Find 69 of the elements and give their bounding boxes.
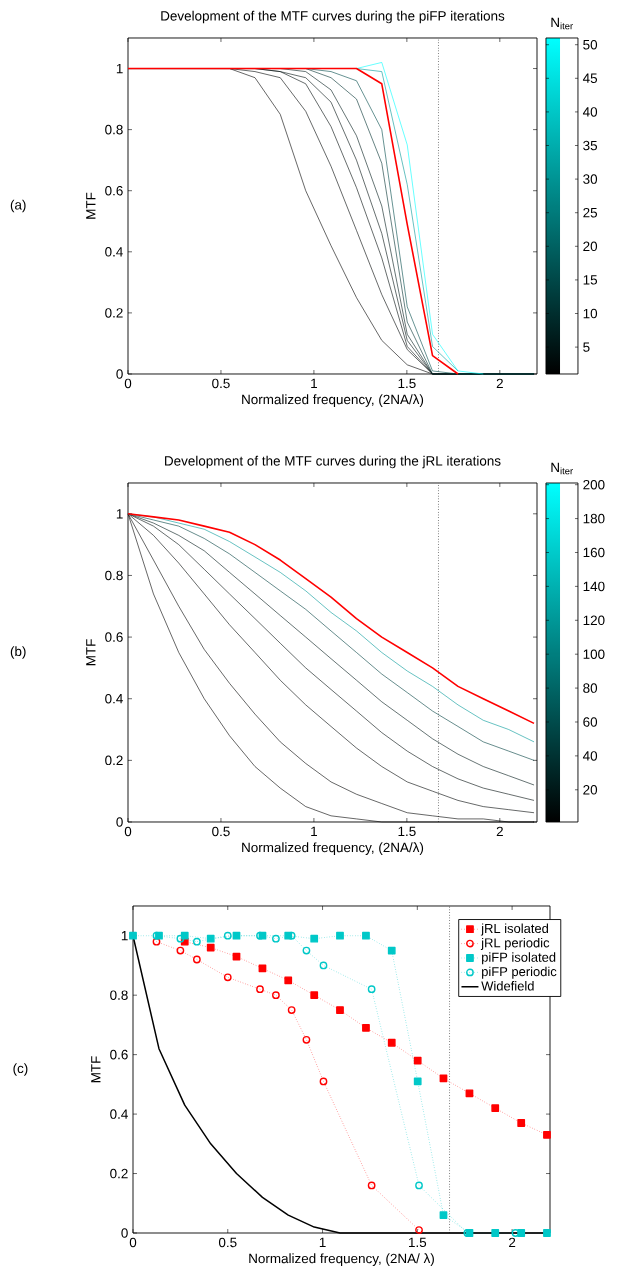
color-bar-label: 5 [583,342,590,352]
y-axis-title: MTF [86,639,96,666]
color-bar-label: 100 [583,649,605,659]
text: (c) [13,1063,28,1076]
color-bar-label: 10 [583,308,598,319]
color-bar-label: 160 [583,547,605,558]
color-bar-label: 200 [583,479,605,490]
x-axis-title: Normalized frequency, (2NA/λ) [242,394,424,407]
x-tick-label: 1.5 [398,826,416,837]
y-axis-title: MTF [91,1056,101,1083]
chart-title: Development of the MTF curves during the jRL iterations [165,455,501,469]
color-bar-label: 120 [583,615,605,626]
x-tick-label: 2 [496,826,503,837]
legend-label: piFP periodic [482,966,557,979]
color-bar-label: 20 [583,241,598,252]
y-tick-label: 0.2 [105,755,123,766]
x-tick-label: 0.5 [212,826,230,837]
color-bar-label: 180 [583,513,605,524]
text: (a) [10,199,26,213]
x-tick-label: 1 [311,826,317,836]
x-tick-label: 1 [311,378,317,388]
y-tick-label: 0 [121,1228,128,1238]
y-tick-label: 1 [116,63,123,74]
y-tick-label: 0.8 [110,990,128,1000]
legend-label: jRL periodic [480,937,550,950]
y-tick-label: 0.8 [105,124,123,135]
color-bar-label: 30 [583,174,598,184]
color-bar-label: 15 [583,275,598,285]
color-bar-label: 80 [583,683,598,693]
chart-title: Development of the MTF curves during the piFP iterations [161,10,505,24]
y-tick-label: 0.6 [110,1049,128,1060]
text: (b) [10,646,26,659]
color-bar-label: 60 [583,717,598,727]
y-tick-label: 1 [121,931,128,941]
y-tick-label: 0 [116,817,123,827]
color-bar-title: N$_{iter}$ [551,462,573,475]
color-bar-label: 45 [582,73,598,83]
y-tick-label: 0.2 [110,1168,128,1179]
legend-label: jRL isolated [480,923,549,936]
color-bar-title: N$_{iter}$ [551,17,573,30]
y-tick-label: 0.8 [105,570,123,581]
y-tick-label: 0.4 [105,693,123,704]
x-tick-label: 2 [509,1237,516,1248]
color-bar-label: 35 [583,140,598,151]
x-tick-label: 1 [319,1237,326,1247]
y-tick-label: 0.6 [105,632,123,642]
y-axis-title: MTF [86,192,96,219]
color-bar-label: 40 [582,107,598,117]
color-bar-label: 40 [582,751,598,761]
x-tick-label: 2 [496,378,503,389]
y-tick-label: 0.2 [105,308,123,318]
y-tick-label: 0.4 [105,247,123,257]
x-tick-label: 0.5 [218,1237,237,1248]
legend-label: Widefield [481,981,534,991]
y-tick-label: 0 [116,369,123,379]
y-tick-label: 0.4 [110,1109,128,1119]
y-tick-label: 1 [116,509,123,519]
y-tick-label: 0.6 [105,185,123,196]
x-axis-title: Normalized frequency, (2NA/λ) [242,842,424,855]
x-tick-label: 0 [129,1237,137,1248]
x-axis-title: Normalized frequency, (2NA/ λ) [249,1253,434,1266]
color-bar-label: 20 [583,785,598,795]
x-tick-label: 1.5 [398,378,416,389]
x-tick-label: 0.5 [212,378,230,389]
x-tick-label: 1.5 [409,1237,427,1248]
color-bar-label: 140 [583,581,605,592]
color-bar-label: 25 [583,207,598,218]
legend-label: piFP isolated [482,952,556,965]
color-bar-label: 50 [583,39,598,50]
